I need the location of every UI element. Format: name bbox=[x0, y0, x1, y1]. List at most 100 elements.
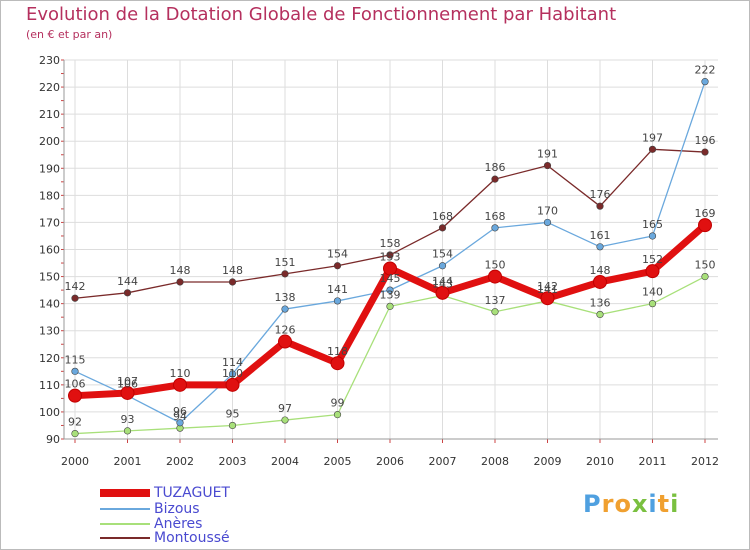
data-label-an-res-2003: 95 bbox=[226, 407, 240, 420]
y-tick-label-190: 190 bbox=[39, 162, 60, 175]
data-point-bizous-2004 bbox=[281, 305, 289, 313]
data-label-tuzaguet-2005: 118 bbox=[327, 345, 348, 358]
data-point-bizous-2010 bbox=[596, 243, 604, 251]
data-point-an-res-2004 bbox=[281, 416, 289, 424]
data-point-bizous-2012 bbox=[701, 78, 709, 86]
data-point-bizous-2008 bbox=[491, 224, 499, 232]
data-label-montouss--2007: 168 bbox=[432, 210, 453, 223]
data-point-tuzaguet-2012 bbox=[698, 218, 712, 233]
data-point-montouss--2004 bbox=[281, 270, 289, 278]
y-tick-label-220: 220 bbox=[39, 81, 60, 94]
legend-swatch-aneres bbox=[100, 523, 150, 525]
data-point-tuzaguet-2010 bbox=[593, 274, 607, 289]
data-label-bizous-2004: 138 bbox=[275, 291, 296, 304]
data-label-montouss--2004: 151 bbox=[275, 256, 296, 269]
data-label-montouss--2010: 176 bbox=[590, 188, 611, 201]
data-label-an-res-2002: 94 bbox=[173, 410, 187, 423]
data-point-montouss--2006 bbox=[386, 251, 394, 259]
data-label-bizous-2012: 222 bbox=[695, 64, 716, 77]
data-label-an-res-2005: 99 bbox=[331, 397, 345, 410]
data-label-an-res-2009: 141 bbox=[537, 283, 558, 296]
x-tick-label-2004: 2004 bbox=[271, 455, 299, 468]
series-layer bbox=[68, 78, 712, 438]
data-label-bizous-2010: 161 bbox=[590, 229, 611, 242]
y-tick-label-210: 210 bbox=[39, 108, 60, 121]
y-tick-label-160: 160 bbox=[39, 244, 60, 257]
data-label-an-res-2010: 136 bbox=[590, 296, 611, 309]
data-point-an-res-2010 bbox=[596, 310, 604, 319]
logo-letter: r bbox=[601, 490, 615, 518]
logo-letter: x bbox=[631, 490, 649, 518]
proxiti-logo: Proxiti bbox=[583, 490, 679, 518]
data-point-an-res-2000 bbox=[71, 429, 79, 438]
data-label-bizous-2001: 106 bbox=[117, 378, 138, 391]
data-point-tuzaguet-2011 bbox=[645, 264, 660, 279]
x-tick-label-2002: 2002 bbox=[166, 455, 194, 468]
data-label-tuzaguet-2004: 126 bbox=[275, 324, 296, 337]
data-label-montouss--2002: 148 bbox=[170, 264, 191, 277]
data-point-an-res-2008 bbox=[491, 308, 499, 316]
data-label-bizous-2005: 141 bbox=[327, 283, 348, 296]
data-label-montouss--2001: 144 bbox=[117, 275, 138, 288]
data-point-tuzaguet-2006 bbox=[383, 261, 397, 276]
y-tick-label-120: 120 bbox=[39, 352, 60, 365]
legend-label-aneres: Anères bbox=[154, 516, 203, 532]
x-tick-label-2010: 2010 bbox=[586, 455, 614, 468]
data-point-tuzaguet-2007 bbox=[435, 285, 450, 300]
data-label-montouss--2008: 186 bbox=[485, 161, 506, 174]
data-label-montouss--2005: 154 bbox=[327, 248, 348, 261]
legend-swatch-montousse bbox=[100, 537, 150, 539]
data-point-tuzaguet-2001 bbox=[120, 385, 135, 400]
data-label-an-res-2006: 139 bbox=[380, 288, 401, 301]
data-label-tuzaguet-2012: 169 bbox=[695, 207, 716, 220]
data-label-bizous-2009: 170 bbox=[537, 204, 558, 217]
y-tick-label-110: 110 bbox=[39, 379, 60, 392]
data-label-an-res-2008: 137 bbox=[485, 294, 506, 307]
chart-title: Evolution de la Dotation Globale de Fonc… bbox=[26, 4, 617, 25]
data-point-montouss--2002 bbox=[176, 278, 184, 286]
data-point-tuzaguet-2002 bbox=[173, 377, 187, 392]
x-tick-label-2000: 2000 bbox=[61, 455, 89, 468]
logo-letter: i bbox=[670, 490, 680, 518]
data-point-montouss--2003 bbox=[228, 278, 237, 286]
data-point-tuzaguet-2003 bbox=[225, 377, 240, 392]
y-tick-label-200: 200 bbox=[39, 135, 60, 148]
y-tick-label-180: 180 bbox=[39, 189, 60, 202]
data-label-bizous-2003: 114 bbox=[222, 356, 243, 369]
data-label-bizous-2011: 165 bbox=[642, 218, 663, 231]
data-point-montouss--2010 bbox=[596, 202, 604, 210]
data-point-an-res-2011 bbox=[648, 300, 657, 308]
x-tick-label-2009: 2009 bbox=[534, 455, 562, 468]
data-label-an-res-2001: 93 bbox=[121, 413, 135, 426]
data-point-tuzaguet-2004 bbox=[278, 334, 292, 349]
logo-letter: P bbox=[583, 490, 602, 518]
grid bbox=[64, 59, 718, 440]
data-label-montouss--2006: 158 bbox=[380, 237, 401, 250]
logo-letter: t bbox=[657, 490, 671, 518]
data-point-montouss--2005 bbox=[333, 262, 342, 270]
y-tick-label-90: 90 bbox=[46, 433, 60, 446]
data-label-tuzaguet-2003: 110 bbox=[222, 367, 243, 380]
legend-item-montousse: Montoussé bbox=[100, 530, 230, 546]
data-label-bizous-2002: 96 bbox=[173, 405, 187, 418]
chart-subtitle: (en € et par an) bbox=[26, 28, 113, 41]
data-label-bizous-2006: 145 bbox=[380, 272, 401, 285]
data-point-bizous-2007 bbox=[438, 262, 447, 270]
data-label-an-res-2000: 92 bbox=[68, 416, 82, 429]
data-label-tuzaguet-2001: 107 bbox=[117, 375, 138, 388]
data-label-bizous-2008: 168 bbox=[485, 210, 506, 223]
x-tick-label-2001: 2001 bbox=[114, 455, 142, 468]
data-point-bizous-2000 bbox=[71, 367, 79, 375]
y-tick-label-170: 170 bbox=[39, 216, 60, 229]
data-label-bizous-2000: 115 bbox=[65, 353, 86, 366]
data-label-tuzaguet-2006: 153 bbox=[380, 250, 401, 263]
data-label-montouss--2011: 197 bbox=[642, 131, 663, 144]
data-label-tuzaguet-2011: 152 bbox=[642, 253, 663, 266]
data-label-an-res-2004: 97 bbox=[278, 402, 292, 415]
data-point-montouss--2011 bbox=[648, 145, 657, 153]
data-label-an-res-2012: 150 bbox=[695, 259, 716, 272]
data-label-montouss--2012: 196 bbox=[695, 134, 716, 147]
data-point-an-res-2003 bbox=[228, 421, 237, 430]
data-point-an-res-2001 bbox=[123, 427, 132, 435]
data-label-tuzaguet-2008: 150 bbox=[485, 259, 506, 272]
